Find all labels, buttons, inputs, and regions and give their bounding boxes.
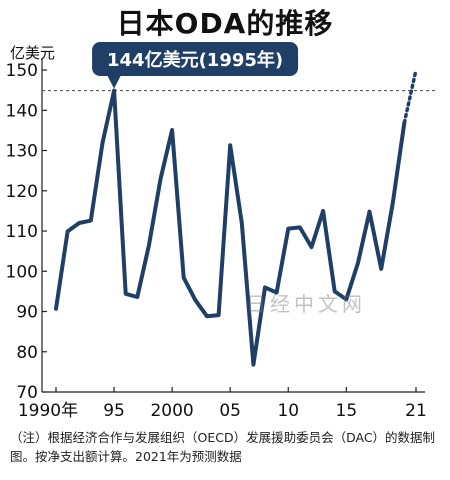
y-tick-label: 150 [6, 61, 38, 81]
forecast-series-line [402, 68, 418, 125]
x-tick-label: 2000 [150, 401, 193, 421]
y-tick-label: 120 [6, 182, 38, 202]
chart-footnote: （注）根据经济合作与发展组织（OECD）发展援助委员会（DAC）的数据制图。按净… [10, 430, 436, 464]
x-tick-label: 10 [277, 401, 299, 421]
x-tick-label: 95 [103, 401, 125, 421]
oda-series-line [54, 88, 407, 367]
peak-callout-box [92, 42, 299, 76]
x-tick-label: 15 [336, 401, 358, 421]
peak-callout-pointer [107, 75, 122, 89]
y-tick-label: 80 [16, 343, 38, 363]
chart-title: 日本ODA的推移 [116, 7, 334, 40]
y-tick-label: 100 [6, 262, 38, 282]
line-chart: 70 80 90 100 110 120 130 140 150 1990年 95 2000 05 10 1… [6, 42, 437, 421]
watermark: 日经中文网 [246, 292, 366, 316]
y-tick-label: 70 [16, 383, 38, 403]
y-tick-label: 130 [6, 142, 38, 162]
x-tick-label: 21 [405, 401, 427, 421]
x-tick-label: 05 [219, 401, 241, 421]
y-axis-unit-label: 亿美元 [10, 44, 56, 62]
peak-callout-label: 144亿美元(1995年) [107, 49, 283, 71]
y-tick-label: 90 [16, 303, 38, 323]
y-tick-label: 140 [6, 101, 38, 121]
x-tick-label: 1990年 [18, 401, 78, 421]
y-tick-label: 110 [6, 222, 38, 242]
